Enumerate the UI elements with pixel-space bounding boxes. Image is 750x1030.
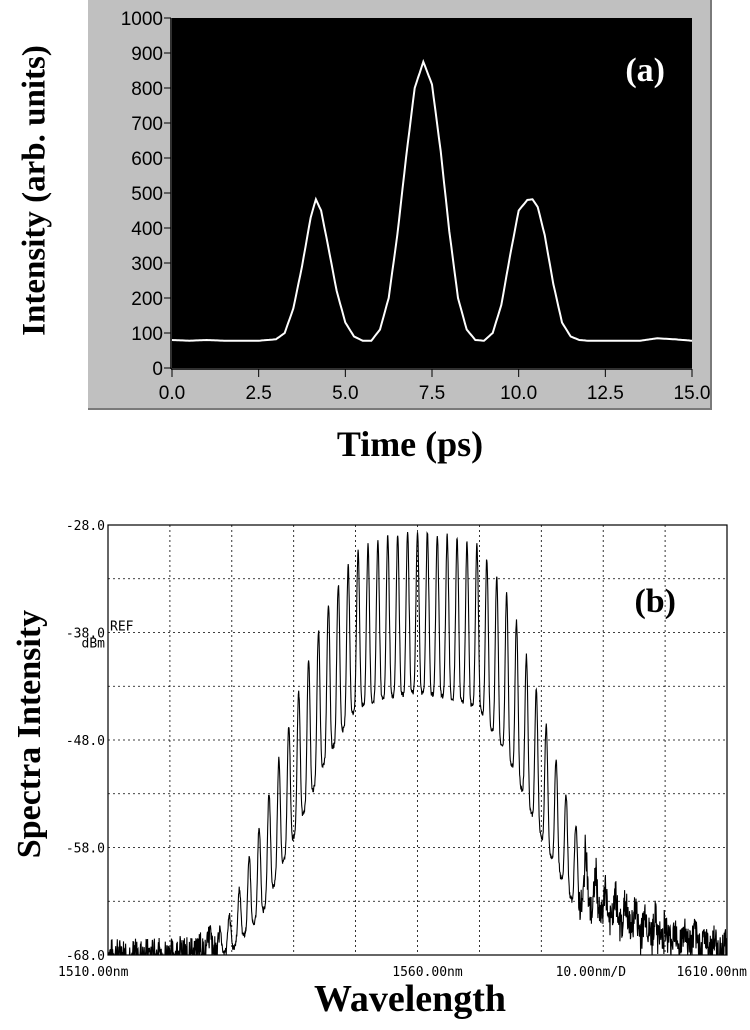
y-tick-label-a: 700 (131, 114, 163, 135)
x-tick-label-a: 5.0 (332, 383, 358, 404)
x-tick-label-a: 7.5 (419, 383, 445, 404)
ref-marker-b: REF (110, 620, 134, 635)
unit-label-b: dBm (82, 637, 106, 652)
x-tick-label-b: 1560.00nm (392, 965, 463, 980)
y-tick-label-b: -68.0 (66, 949, 105, 964)
y-tick-label-a: 400 (131, 219, 163, 240)
y-tick-label-a: 200 (131, 289, 163, 310)
y-tick-label-b: -58.0 (66, 842, 105, 857)
x-tick-label-b: 10.00nm/D (556, 965, 627, 980)
x-axis-label-b: Wavelength (313, 978, 507, 1020)
y-tick-label-b: -48.0 (66, 734, 105, 749)
y-tick-label-a: 900 (131, 44, 163, 65)
y-tick-label-b: -38.0 (66, 627, 105, 642)
x-tick-label-a: 10.0 (500, 383, 537, 404)
panel-label-a: (a) (625, 52, 665, 89)
x-axis-label-a: Time (ps) (336, 424, 484, 464)
y-tick-label-a: 300 (131, 254, 163, 275)
x-tick-label-a: 0.0 (159, 383, 185, 404)
panel-label-b: (b) (634, 583, 676, 620)
x-tick-label-b: 1610.00nm (677, 965, 748, 980)
y-tick-label-a: 800 (131, 79, 163, 100)
series-spectrum-b (108, 531, 728, 956)
y-tick-label-a: 600 (131, 149, 163, 170)
y-tick-label-a: 0 (152, 359, 163, 380)
y-tick-label-a: 500 (131, 184, 163, 205)
y-tick-label-a: 100 (131, 324, 163, 345)
y-tick-label-a: 1000 (121, 9, 163, 30)
series-line-a (171, 58, 693, 342)
y-tick-label-b: -28.0 (66, 519, 105, 534)
y-axis-label-b: Spectra Intensity (11, 609, 48, 859)
x-tick-label-a: 12.5 (587, 383, 624, 404)
plot-a-background (172, 18, 692, 368)
x-tick-label-a: 2.5 (245, 383, 271, 404)
x-tick-label-a: 15.0 (674, 383, 711, 404)
y-axis-label-a: Intensity (arb. units) (16, 45, 53, 336)
x-tick-label-b: 1510.00nm (58, 965, 129, 980)
